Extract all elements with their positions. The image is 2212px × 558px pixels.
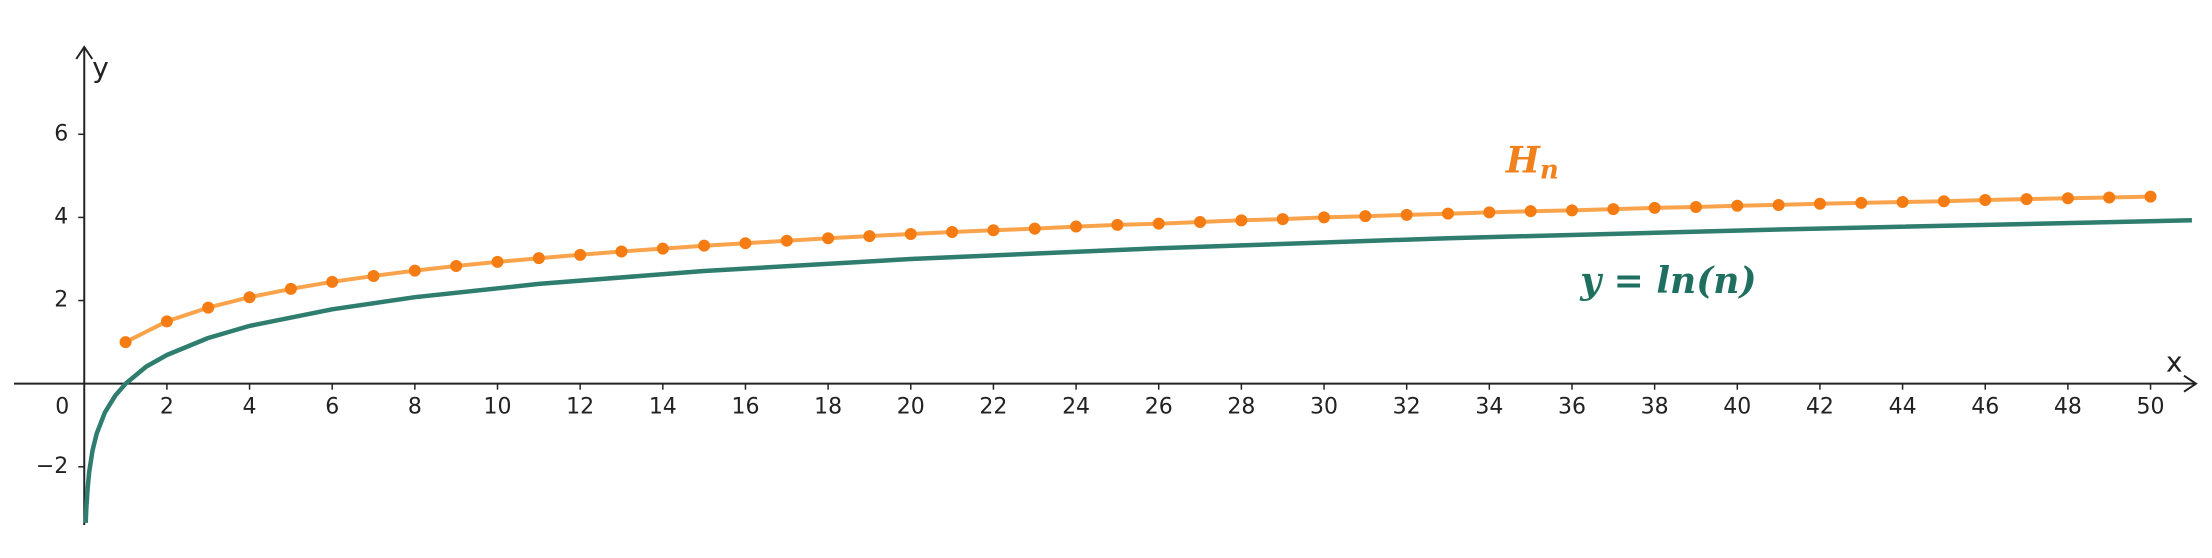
data-point bbox=[1400, 208, 1413, 221]
data-point bbox=[202, 301, 215, 314]
line-series bbox=[83, 218, 2192, 523]
x-tick-label: 46 bbox=[1971, 395, 1999, 420]
data-point bbox=[1896, 196, 1909, 209]
annotation-text: y = ln(n) bbox=[1579, 260, 1756, 302]
data-point bbox=[2144, 190, 2157, 203]
data-point bbox=[367, 270, 380, 283]
x-tick-label: 50 bbox=[2137, 395, 2165, 420]
x-axis-label: x bbox=[2166, 346, 2183, 379]
x-tick-label: 20 bbox=[897, 395, 925, 420]
x-tick-label: 6 bbox=[325, 395, 339, 420]
annotation-subscript: n bbox=[1540, 155, 1559, 185]
data-point bbox=[863, 230, 876, 243]
data-point bbox=[284, 282, 297, 295]
x-tick-label: 0 bbox=[55, 395, 69, 420]
annotation: y = ln(n) bbox=[1579, 260, 1756, 302]
data-point bbox=[1937, 195, 1950, 208]
data-point bbox=[1772, 198, 1785, 211]
data-point bbox=[1152, 217, 1165, 230]
data-point bbox=[1070, 220, 1083, 233]
data-point bbox=[1979, 193, 1992, 206]
data-point bbox=[1235, 214, 1248, 227]
data-point bbox=[698, 239, 711, 252]
line-series bbox=[124, 194, 2151, 344]
data-point bbox=[408, 264, 421, 277]
data-point bbox=[1565, 204, 1578, 217]
x-axis-arrow bbox=[2183, 374, 2198, 393]
data-point bbox=[1318, 211, 1331, 224]
data-point bbox=[1359, 210, 1372, 223]
data-point bbox=[1689, 201, 1702, 214]
data-point bbox=[574, 248, 587, 261]
data-point bbox=[491, 255, 504, 268]
data-point bbox=[1276, 213, 1289, 226]
x-tick-label: 4 bbox=[243, 395, 257, 420]
data-point bbox=[656, 242, 669, 255]
data-point bbox=[780, 234, 793, 247]
data-point bbox=[946, 225, 959, 238]
y-axis-arrow bbox=[75, 45, 94, 60]
data-point bbox=[904, 228, 917, 241]
data-point bbox=[1111, 218, 1124, 231]
data-point bbox=[326, 275, 339, 288]
data-point bbox=[1483, 206, 1496, 219]
x-tick-label: 24 bbox=[1062, 395, 1090, 420]
data-point bbox=[1442, 207, 1455, 220]
data-point bbox=[2061, 192, 2074, 205]
x-tick-label: 28 bbox=[1227, 395, 1255, 420]
x-tick-label: 8 bbox=[408, 395, 422, 420]
data-point bbox=[2020, 193, 2033, 206]
x-tick-label: 10 bbox=[484, 395, 512, 420]
data-point bbox=[119, 336, 132, 349]
y-tick-label: −2 bbox=[36, 454, 68, 479]
x-tick-label: 40 bbox=[1723, 395, 1751, 420]
data-point bbox=[243, 291, 256, 304]
data-point bbox=[450, 260, 463, 273]
x-tick-label: 42 bbox=[1806, 395, 1834, 420]
x-tick-label: 48 bbox=[2054, 395, 2082, 420]
data-point bbox=[1028, 222, 1041, 235]
x-tick-label: 16 bbox=[731, 395, 759, 420]
data-point bbox=[822, 232, 835, 245]
x-tick-label: 32 bbox=[1393, 395, 1421, 420]
data-point bbox=[1813, 197, 1826, 210]
data-point bbox=[987, 224, 1000, 237]
x-tick-label: 14 bbox=[649, 395, 677, 420]
x-tick-label: 30 bbox=[1310, 395, 1338, 420]
data-point bbox=[2103, 191, 2116, 204]
x-tick-label: 44 bbox=[1889, 395, 1917, 420]
data-point bbox=[1855, 196, 1868, 209]
data-point bbox=[532, 252, 545, 265]
x-tick-label: 12 bbox=[566, 395, 594, 420]
x-tick-label: 2 bbox=[160, 395, 174, 420]
data-point bbox=[1524, 205, 1537, 218]
x-tick-label: 36 bbox=[1558, 395, 1586, 420]
y-tick-label: 6 bbox=[54, 121, 68, 146]
x-tick-label: 18 bbox=[814, 395, 842, 420]
y-tick-label: 4 bbox=[54, 204, 68, 229]
y-axis-label: y bbox=[92, 51, 109, 84]
annotation-text: H bbox=[1505, 139, 1541, 181]
data-point bbox=[160, 315, 173, 328]
data-point bbox=[1731, 199, 1744, 212]
data-point bbox=[615, 245, 628, 258]
y-tick-label: 2 bbox=[54, 288, 68, 313]
data-point bbox=[739, 237, 752, 250]
x-tick-label: 34 bbox=[1475, 395, 1503, 420]
x-tick-label: 26 bbox=[1145, 395, 1173, 420]
annotation: Hn bbox=[1505, 139, 1559, 185]
data-point bbox=[1607, 203, 1620, 216]
x-tick-label: 38 bbox=[1641, 395, 1669, 420]
data-point bbox=[1194, 215, 1207, 228]
data-point bbox=[1648, 201, 1661, 214]
x-tick-label: 22 bbox=[979, 395, 1007, 420]
